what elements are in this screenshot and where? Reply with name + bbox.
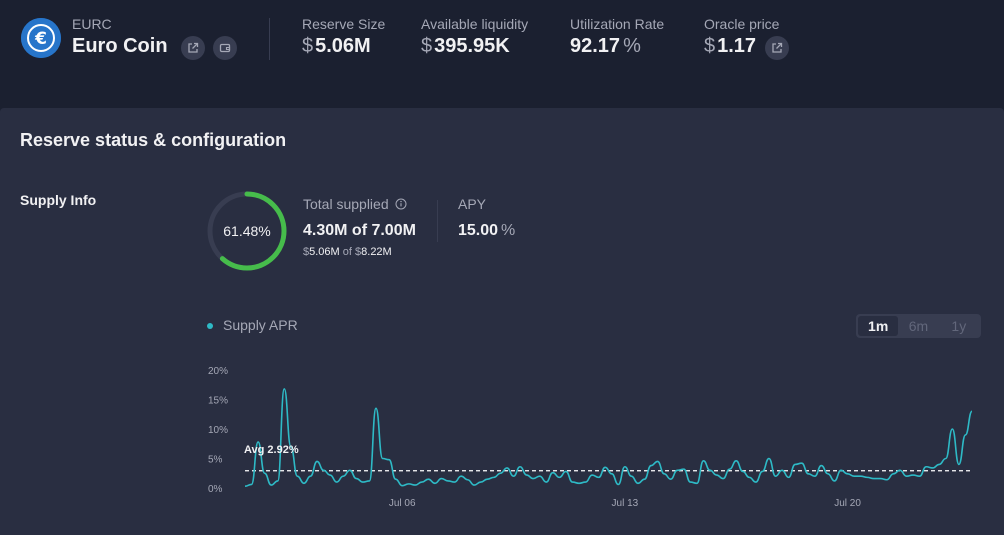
total-supplied-usd: $5.06M of $8.22M [303,246,392,258]
range-6m-button[interactable]: 6m [908,318,929,334]
average-label: Avg 2.92% [244,444,299,456]
reserve-size-amount: 5.06M [315,35,371,57]
total-supplied-text: Total supplied [303,196,389,212]
add-to-wallet-button[interactable] [213,36,237,60]
ring-progress [207,191,287,271]
euro-coin-logo: € [21,18,61,58]
available-liquidity-value: $395.95K [421,35,510,58]
utilization-rate-label: Utilization Rate [570,16,665,32]
oracle-price-value: $1.17 [704,35,756,58]
x-tick-label: Jul 20 [834,498,861,509]
euro-icon: € [21,18,61,58]
external-link-icon [772,42,783,53]
y-tick-label: 20% [208,366,228,377]
time-range-selector: 1m 6m 1y [856,314,981,338]
range-1m-button[interactable]: 1m [858,316,899,336]
utilization-rate-amount: 92.17 [570,35,621,57]
x-tick-label: Jul 06 [389,498,416,509]
y-tick-label: 10% [208,425,228,436]
ring-percent-label: 61.48% [223,223,271,239]
logo-ring [27,24,55,52]
reserve-panel [0,108,1004,535]
supply-info-label: Supply Info [20,192,97,208]
logo-glyph: € [34,29,47,49]
apy-amount: 15.00 [458,222,499,239]
utilization-rate-value: 92.17% [570,35,641,58]
x-tick-label: Jul 13 [612,498,639,509]
available-liquidity-label: Available liquidity [421,16,529,32]
y-tick-label: 15% [208,396,228,407]
external-link-button[interactable] [181,36,205,60]
usd-cap: 8.22M [361,246,392,258]
supply-apr-chart: 0% 5% 10% 15% 20% Jul 06 Jul 13 Jul 20 Avg 2.92% [208,366,973,509]
supply-divider [437,200,438,242]
oracle-price-amount: 1.17 [717,35,757,57]
apy-unit: % [501,222,516,239]
total-supplied-value: 4.30M of 7.00M [303,222,416,239]
reserve-size-currency: $ [302,35,314,57]
oracle-price-label: Oracle price [704,16,780,32]
section-title: Reserve status & configuration [20,130,287,150]
apy-value: 15.00% [458,222,515,240]
supply-apr-line [244,388,973,488]
reserve-size-value: $5.06M [302,35,371,58]
available-liquidity-currency: $ [421,35,433,57]
usd-symbol: $ [303,246,310,258]
legend-label: Supply APR [223,317,298,333]
apy-label: APY [458,196,487,212]
asset-name: Euro Coin [72,35,168,57]
header-divider [269,18,270,60]
wallet-icon [219,43,231,53]
range-1y-button[interactable]: 1y [951,318,967,334]
logo-bg [21,18,61,58]
y-tick-label: 5% [208,455,223,466]
reserve-size-label: Reserve Size [302,16,386,32]
usd-supplied: 5.06M [309,246,340,258]
y-tick-label: 0% [208,484,223,495]
external-link-icon [188,42,199,53]
utilization-rate-unit: % [623,35,641,57]
oracle-price-currency: $ [704,35,716,57]
usd-symbol-cap: $ [355,246,362,258]
total-supplied-label: Total supplied [303,196,407,212]
info-icon[interactable] [395,198,407,210]
reserve-header [0,0,1004,108]
available-liquidity-amount: 395.95K [434,35,510,57]
asset-symbol: EURC [72,16,112,32]
oracle-link-button[interactable] [765,36,789,60]
legend-dot [207,323,213,329]
supply-cap-ring [207,191,287,271]
usd-of: of [342,246,352,258]
